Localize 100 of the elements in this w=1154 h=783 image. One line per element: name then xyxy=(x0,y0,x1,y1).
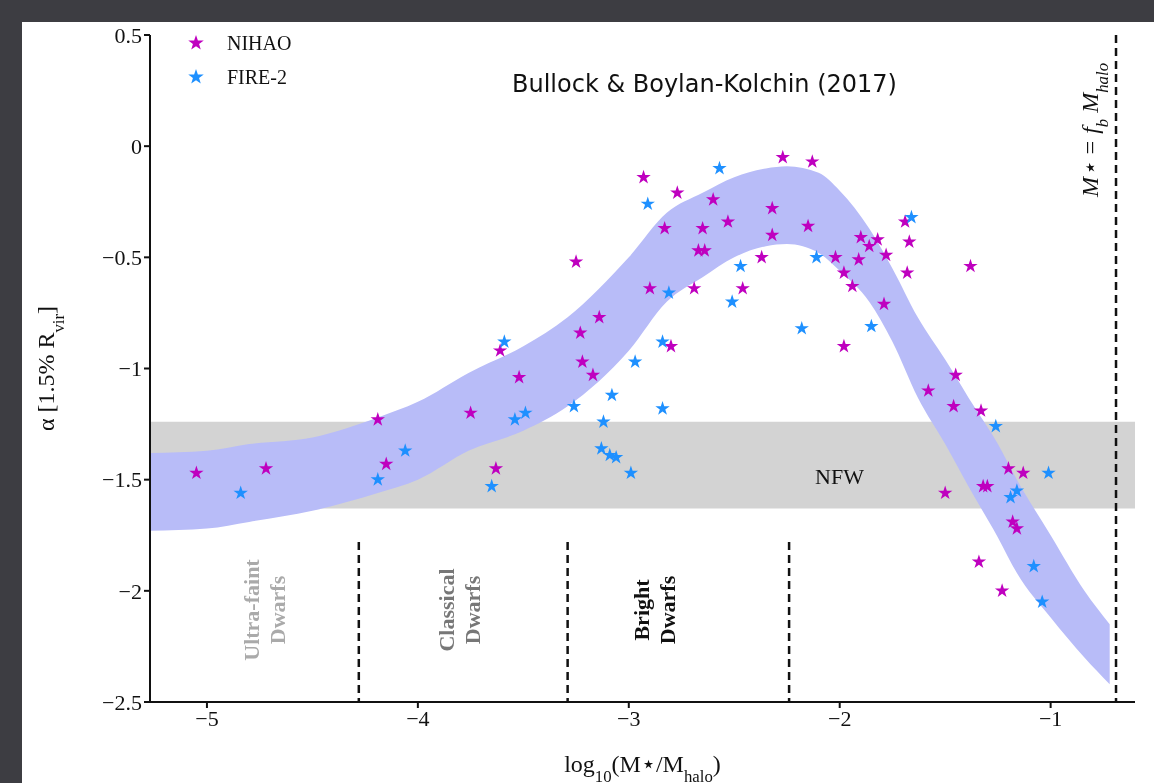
x-tick-label: −4 xyxy=(406,705,430,731)
point xyxy=(592,309,607,324)
legend-label: FIRE-2 xyxy=(227,65,287,90)
point xyxy=(663,338,679,353)
point xyxy=(876,296,892,311)
point xyxy=(623,465,639,480)
point xyxy=(900,265,915,280)
point xyxy=(585,367,601,382)
x-tick-label: −1 xyxy=(1038,705,1063,731)
point xyxy=(971,554,987,569)
point xyxy=(488,461,504,475)
point xyxy=(1016,465,1031,480)
point xyxy=(902,234,917,248)
point xyxy=(507,412,523,426)
point xyxy=(1009,483,1025,497)
point xyxy=(845,278,860,293)
point xyxy=(1001,461,1016,475)
point xyxy=(800,218,816,233)
band-label: NFW xyxy=(815,464,865,490)
point xyxy=(627,354,643,368)
point xyxy=(733,258,748,273)
point xyxy=(655,334,670,348)
annotation: Ultra-faint Dwarfs xyxy=(239,558,291,663)
point xyxy=(655,400,670,415)
point xyxy=(712,160,727,175)
point xyxy=(973,403,989,417)
point xyxy=(870,232,885,246)
annotation: Classical Dwarfs xyxy=(434,567,486,654)
point xyxy=(518,405,533,420)
point xyxy=(686,280,702,295)
point xyxy=(963,258,978,273)
point xyxy=(735,280,750,295)
point xyxy=(233,485,248,500)
point xyxy=(640,196,655,211)
x-axis-title: log$_{10}$(M⋆/M$_{halo}$) xyxy=(564,751,721,783)
legend-label: NIHAO xyxy=(227,31,292,56)
point xyxy=(575,354,590,368)
point xyxy=(189,465,204,480)
point xyxy=(573,325,588,340)
point xyxy=(1026,558,1041,573)
point xyxy=(705,191,721,206)
point xyxy=(1035,594,1050,609)
point xyxy=(864,318,879,333)
point xyxy=(492,343,508,357)
point xyxy=(878,247,894,262)
point xyxy=(594,440,609,455)
point xyxy=(604,387,620,402)
point xyxy=(851,252,866,266)
y-tick-label: −1.5 xyxy=(102,467,142,493)
point xyxy=(636,169,651,184)
annotation: Bullock & Boylan-Kolchin (2017) xyxy=(512,70,897,98)
point xyxy=(754,249,769,264)
y-tick-label: −2.5 xyxy=(102,689,142,715)
point xyxy=(828,249,843,264)
x-tick-label: −3 xyxy=(617,705,641,731)
point xyxy=(994,583,1010,597)
y-tick-label: 0 xyxy=(131,133,142,159)
point xyxy=(805,154,820,168)
y-tick-label: −1 xyxy=(118,356,142,382)
point xyxy=(948,367,963,382)
point xyxy=(511,369,527,384)
point xyxy=(937,485,953,500)
point xyxy=(484,478,499,493)
point xyxy=(794,320,809,335)
point xyxy=(497,334,512,348)
point xyxy=(836,265,852,280)
point xyxy=(836,338,852,353)
point xyxy=(661,285,677,300)
point xyxy=(904,209,919,224)
point xyxy=(379,456,394,471)
point xyxy=(921,383,936,397)
y-tick-label: −2 xyxy=(118,578,142,604)
point xyxy=(370,412,385,426)
point xyxy=(765,227,780,242)
point xyxy=(1009,521,1025,535)
point xyxy=(568,254,584,268)
y-tick-label: −0.5 xyxy=(102,245,142,271)
point xyxy=(1003,489,1018,504)
point xyxy=(463,405,478,420)
point xyxy=(720,214,736,228)
x-tick-label: −5 xyxy=(195,705,219,731)
point xyxy=(695,220,710,235)
point xyxy=(775,149,790,164)
point xyxy=(596,414,611,428)
point xyxy=(670,185,685,199)
point xyxy=(566,398,582,413)
point xyxy=(988,418,1003,433)
annotation: Bright Dwarfs xyxy=(629,574,681,647)
y-tick-label: 0.5 xyxy=(114,22,142,48)
point xyxy=(258,461,274,475)
x-tick-label: −2 xyxy=(828,705,852,731)
point xyxy=(946,398,961,413)
point xyxy=(765,200,780,215)
point xyxy=(657,220,672,235)
point xyxy=(398,443,413,457)
point xyxy=(370,472,385,486)
point xyxy=(862,238,877,253)
point xyxy=(853,229,868,244)
point xyxy=(1041,465,1056,480)
point xyxy=(642,280,658,295)
